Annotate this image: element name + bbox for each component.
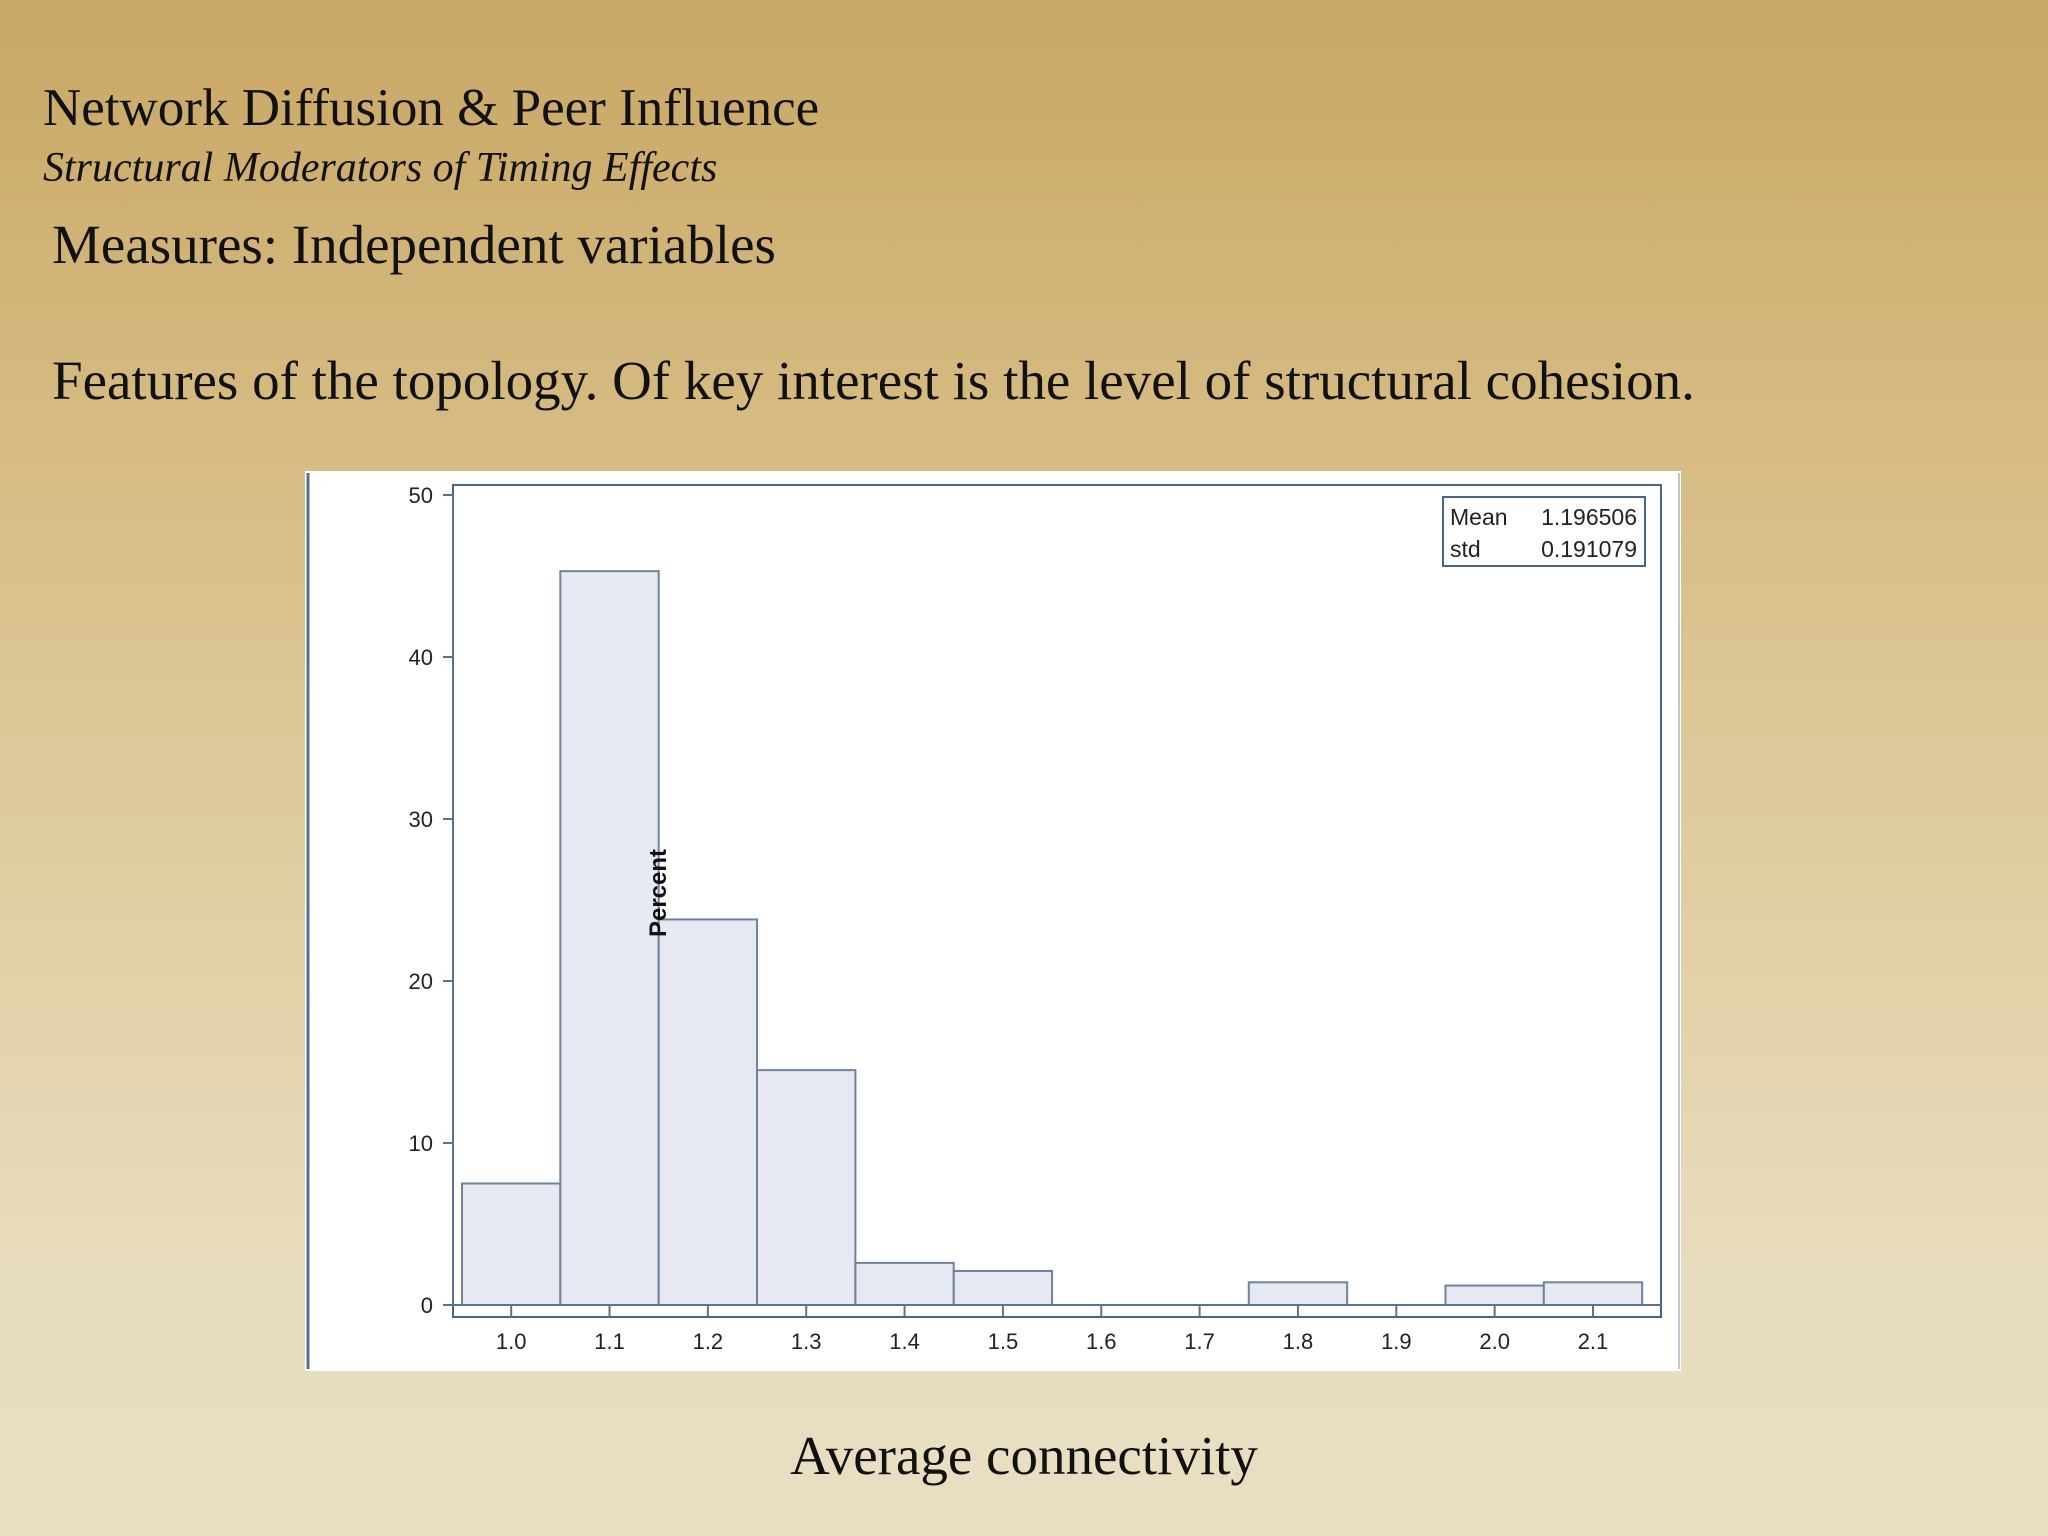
- x-tick-label-1.8: 1.8: [1283, 1329, 1314, 1354]
- slide-subtitle: Structural Moderators of Timing Effects: [43, 145, 718, 191]
- x-tick-label-1.9: 1.9: [1381, 1329, 1412, 1354]
- stat-std-value: 0.191079: [1541, 536, 1637, 562]
- histogram-bar-10: [1444, 1284, 1545, 1306]
- stat-mean-label: Mean: [1450, 504, 1508, 530]
- x-tick-label-1.5: 1.5: [988, 1329, 1019, 1354]
- x-tick-label-1.7: 1.7: [1184, 1329, 1215, 1354]
- stats-legend-box: [1442, 496, 1646, 567]
- histogram-bar-8: [1247, 1281, 1349, 1307]
- histogram-bar-3: [756, 1069, 857, 1306]
- histogram-bar-1: [559, 570, 660, 1306]
- stat-std-label: std: [1450, 536, 1481, 562]
- x-axis: 1.0 1.1 1.2 1.3 1.4 1.5 1.6 1.7 1.8 1.9 2.0 2.1: [453, 1304, 1661, 1354]
- slide-heading: Measures: Independent variables: [52, 214, 776, 275]
- y-axis-label: Percent: [645, 849, 672, 937]
- x-tick-label-1.4: 1.4: [889, 1329, 920, 1354]
- x-tick-label-1.6: 1.6: [1086, 1329, 1117, 1354]
- bars-layer: [461, 570, 1644, 1307]
- y-tick-label-20: 20: [409, 969, 433, 994]
- histogram-bar-0: [461, 1182, 562, 1306]
- slide-body-text: Features of the topology. Of key interes…: [52, 350, 1695, 411]
- slide-title: Network Diffusion & Peer Influence: [43, 79, 820, 137]
- x-tick-label-2.0: 2.0: [1479, 1329, 1510, 1354]
- histogram-bar-5: [952, 1269, 1054, 1306]
- y-tick-label-50: 50: [409, 483, 433, 508]
- histogram-bar-4: [854, 1261, 955, 1307]
- x-tick-label-1.1: 1.1: [594, 1329, 625, 1354]
- x-tick-label-1.0: 1.0: [496, 1329, 527, 1354]
- y-tick-label-0: 0: [421, 1293, 433, 1318]
- stat-mean-value: 1.196506: [1541, 504, 1637, 530]
- y-tick-label-30: 30: [409, 807, 433, 832]
- y-axis: 0 10 20 30 40 50: [409, 483, 454, 1318]
- x-tick-label-1.3: 1.3: [791, 1329, 822, 1354]
- x-tick-label-1.2: 1.2: [693, 1329, 724, 1354]
- histogram-panel: 0 10 20 30 40 50 1.0 1.1 1.2 1.3 1.4 1.5 1.6 1.7 1.8 1…: [305, 471, 1681, 1371]
- histogram-bar-11: [1542, 1281, 1644, 1307]
- histogram-bar-2: [657, 918, 759, 1306]
- y-tick-label-10: 10: [409, 1131, 433, 1156]
- y-tick-label-40: 40: [409, 645, 433, 670]
- stats-legend: Mean 1.196506 std 0.191079: [1442, 496, 1646, 567]
- x-axis-caption: Average connectivity: [790, 1425, 1258, 1486]
- x-tick-label-2.1: 2.1: [1578, 1329, 1609, 1354]
